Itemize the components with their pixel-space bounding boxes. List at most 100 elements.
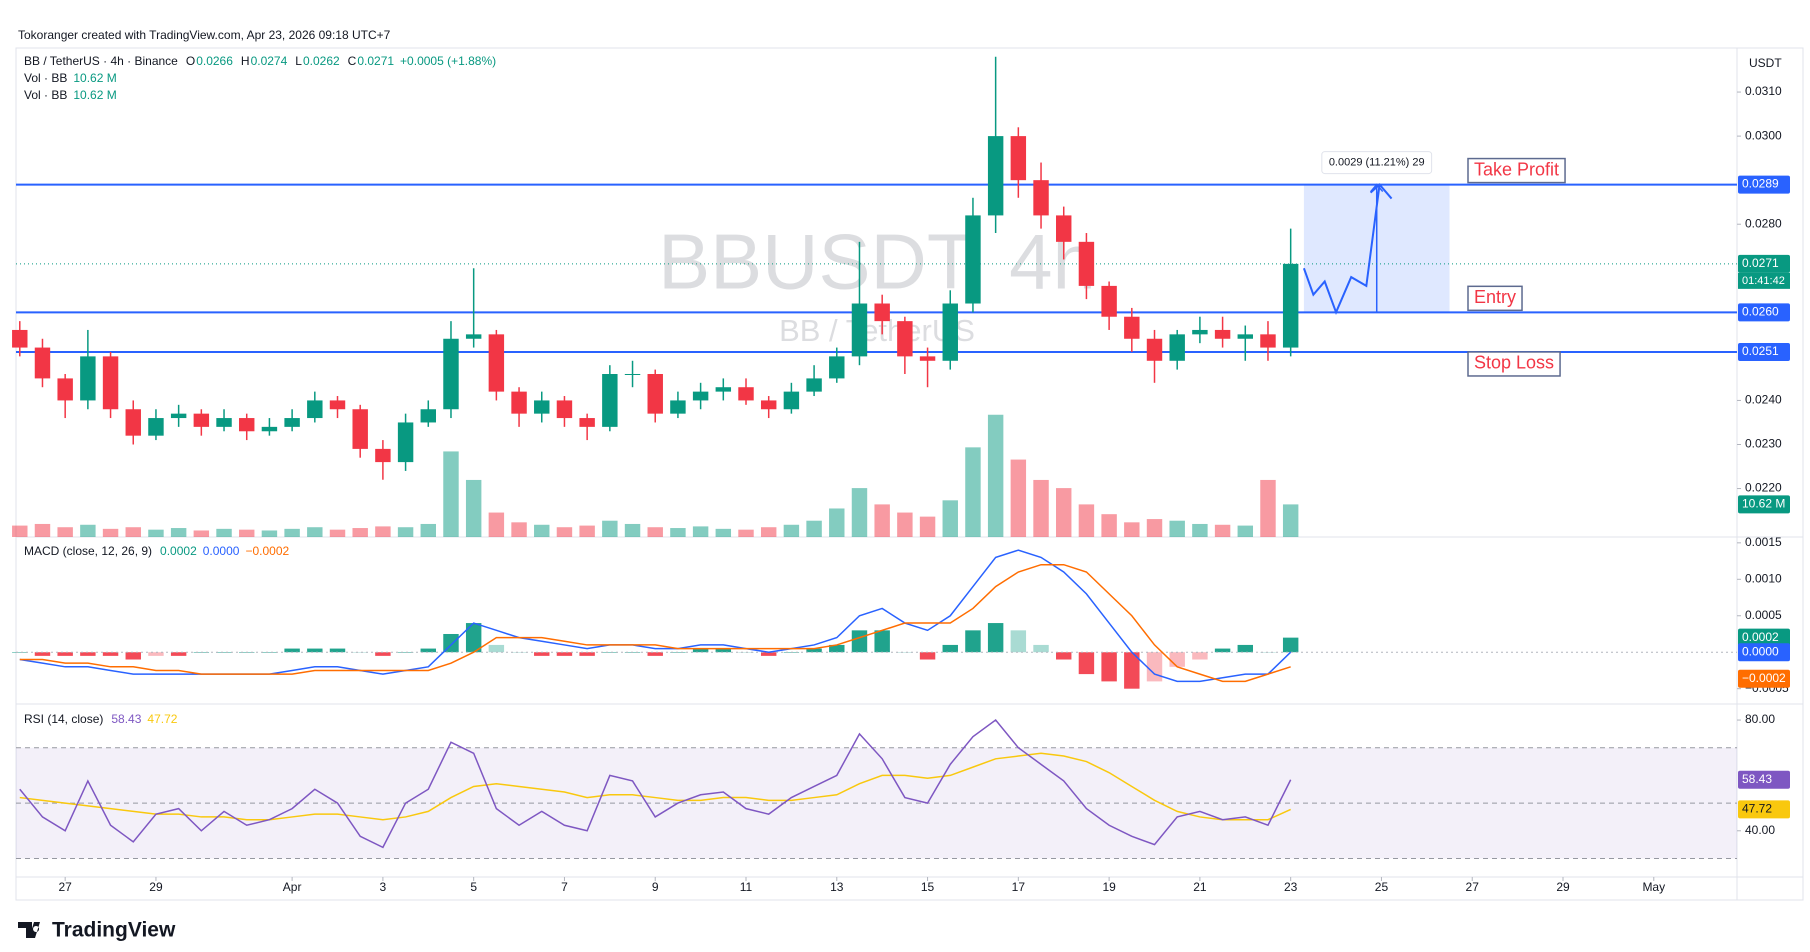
countdown-box — [1738, 272, 1790, 289]
macd-histogram-bar — [715, 648, 732, 653]
candle-body — [57, 378, 73, 401]
macd-histogram-bar — [556, 652, 573, 656]
candle-body — [375, 448, 391, 463]
projection-path — [1302, 184, 1381, 316]
macd-histogram-bar — [602, 652, 618, 653]
x-tick-label: 25 — [1375, 880, 1389, 894]
candle-body — [170, 413, 187, 419]
level-tag-box — [1738, 175, 1790, 194]
signal-tag-box — [1738, 669, 1790, 688]
candle-body — [465, 334, 482, 339]
legend-item: RSI (14, close) — [24, 712, 103, 726]
volume-bar — [443, 451, 459, 537]
candle-body — [102, 356, 119, 410]
candle-body — [307, 400, 323, 419]
candle-body — [579, 418, 595, 427]
candle-body — [1260, 334, 1276, 348]
volume-bar — [12, 525, 28, 537]
legend-item: Vol · BB — [24, 71, 67, 85]
legend-item: BB / TetherUS · 4h · Binance — [24, 54, 178, 68]
macd-histogram-bar — [511, 652, 527, 653]
candle-body — [420, 409, 436, 423]
legend-item: L — [295, 54, 302, 68]
candle-body — [670, 400, 686, 414]
legend-item: 0.0271 — [357, 54, 394, 68]
volume-bar — [420, 523, 436, 537]
volume-bar — [1010, 459, 1027, 537]
candle-body — [624, 374, 641, 375]
volume-bar — [307, 527, 323, 537]
x-tick-label: 29 — [1556, 880, 1570, 894]
y-tick-label: 0.0220 — [1745, 481, 1782, 495]
candle-body — [511, 391, 527, 414]
macd-histogram-bar — [261, 652, 278, 653]
y-tick-label: 80.00 — [1745, 712, 1775, 726]
candle-body — [12, 329, 28, 348]
x-tick-label: 29 — [149, 880, 163, 894]
macd-histogram-bar — [987, 623, 1004, 653]
volume-bar — [1056, 488, 1072, 537]
x-tick-label: 27 — [1466, 880, 1480, 894]
volume-bar — [624, 523, 641, 537]
candle-body — [534, 400, 550, 414]
candle-body — [261, 426, 278, 432]
legend-item: Vol · BB — [24, 88, 67, 102]
volume-bar — [397, 527, 414, 537]
candle-body — [1078, 241, 1095, 286]
volume-bar — [874, 504, 890, 537]
measure-label-box — [1321, 151, 1433, 175]
x-tick-label: 3 — [380, 880, 387, 894]
macd-histogram-bar — [1033, 644, 1049, 653]
legend-item: 0.0002 — [160, 544, 197, 558]
macd-histogram-bar — [148, 652, 164, 656]
volume-bar — [942, 500, 958, 537]
volume-bar — [488, 512, 505, 537]
legend-item: 47.72 — [147, 712, 177, 726]
legend-item: 0.0262 — [303, 54, 340, 68]
candle-body — [1237, 334, 1254, 339]
signal-line — [19, 563, 1291, 683]
macd-histogram-bar — [1169, 652, 1185, 667]
candle-body — [34, 347, 51, 379]
legend-item: 58.43 — [111, 712, 141, 726]
volume-bar — [783, 524, 800, 537]
volume-bar — [1124, 522, 1140, 537]
legend-item: C — [348, 54, 357, 68]
legend-item: −0.0002 — [245, 544, 289, 558]
volume-bar — [692, 526, 709, 537]
macd-histogram-bar — [647, 652, 663, 656]
candle-body — [1010, 136, 1027, 181]
macd-histogram-bar — [760, 652, 777, 656]
volume-bar — [261, 530, 278, 537]
volume-bar — [34, 523, 51, 537]
level-label: Entry — [1474, 287, 1516, 307]
level-tag: 0.0260 — [1742, 304, 1779, 318]
volume-bar — [1260, 479, 1276, 537]
macd-histogram-bar — [397, 652, 414, 653]
rsi-ma-line — [19, 752, 1291, 821]
x-tick-label: 13 — [830, 880, 844, 894]
legend-row: MACD (close, 12, 26, 9) 0.0002 0.0000 −0.00… — [24, 544, 289, 558]
x-tick-label: 15 — [921, 880, 935, 894]
volume-tag-box — [1738, 495, 1790, 514]
volume-bar — [239, 529, 255, 537]
candle-body — [1101, 285, 1117, 317]
macd-histogram-bar — [919, 652, 936, 660]
candle-body — [897, 321, 913, 357]
volume-bar — [602, 520, 618, 537]
macd-histogram-bar — [216, 652, 232, 653]
macd-histogram-bar — [692, 648, 709, 653]
macd-histogram-bar — [307, 648, 323, 653]
legend-item: 0.0000 — [203, 544, 240, 558]
macd-histogram-bar — [125, 652, 141, 660]
candle-body — [284, 418, 300, 427]
x-tick-label: 17 — [1012, 880, 1026, 894]
volume-bar — [851, 488, 868, 537]
volume-bar — [715, 528, 732, 537]
rsi-tag: 58.43 — [1742, 772, 1772, 786]
countdown: 01:41:42 — [1742, 275, 1785, 287]
volume-bar — [534, 524, 550, 537]
y-tick-label: 40.00 — [1745, 823, 1775, 837]
level-label-box — [1467, 285, 1523, 312]
